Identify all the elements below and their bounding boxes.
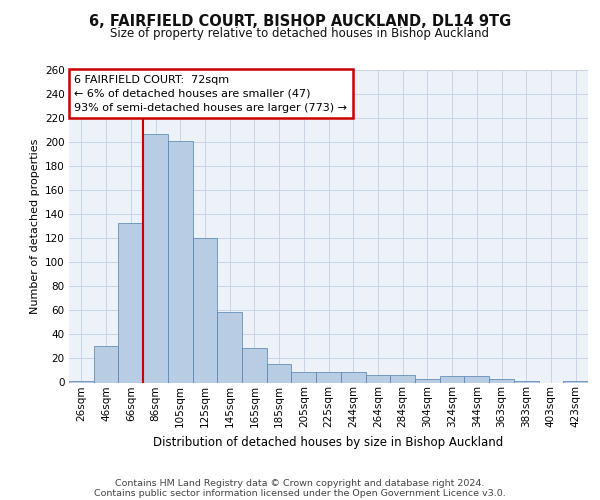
Bar	[292, 372, 316, 382]
Bar	[168, 141, 193, 382]
Bar	[489, 379, 514, 382]
Bar	[365, 376, 390, 382]
Text: Size of property relative to detached houses in Bishop Auckland: Size of property relative to detached ho…	[110, 28, 490, 40]
Text: 6, FAIRFIELD COURT, BISHOP AUCKLAND, DL14 9TG: 6, FAIRFIELD COURT, BISHOP AUCKLAND, DL1…	[89, 14, 511, 29]
Bar	[464, 376, 489, 382]
Bar	[267, 364, 292, 382]
Text: Contains public sector information licensed under the Open Government Licence v3: Contains public sector information licen…	[94, 488, 506, 498]
X-axis label: Distribution of detached houses by size in Bishop Auckland: Distribution of detached houses by size …	[154, 436, 503, 448]
Bar	[415, 379, 440, 382]
Bar	[193, 238, 217, 382]
Bar	[143, 134, 168, 382]
Bar	[390, 376, 415, 382]
Y-axis label: Number of detached properties: Number of detached properties	[29, 138, 40, 314]
Text: Contains HM Land Registry data © Crown copyright and database right 2024.: Contains HM Land Registry data © Crown c…	[115, 478, 485, 488]
Bar	[341, 372, 365, 382]
Bar	[242, 348, 267, 382]
Bar	[118, 222, 143, 382]
Text: 6 FAIRFIELD COURT:  72sqm
← 6% of detached houses are smaller (47)
93% of semi-d: 6 FAIRFIELD COURT: 72sqm ← 6% of detache…	[74, 74, 347, 112]
Bar	[316, 372, 341, 382]
Bar	[440, 376, 464, 382]
Bar	[94, 346, 118, 382]
Bar	[217, 312, 242, 382]
